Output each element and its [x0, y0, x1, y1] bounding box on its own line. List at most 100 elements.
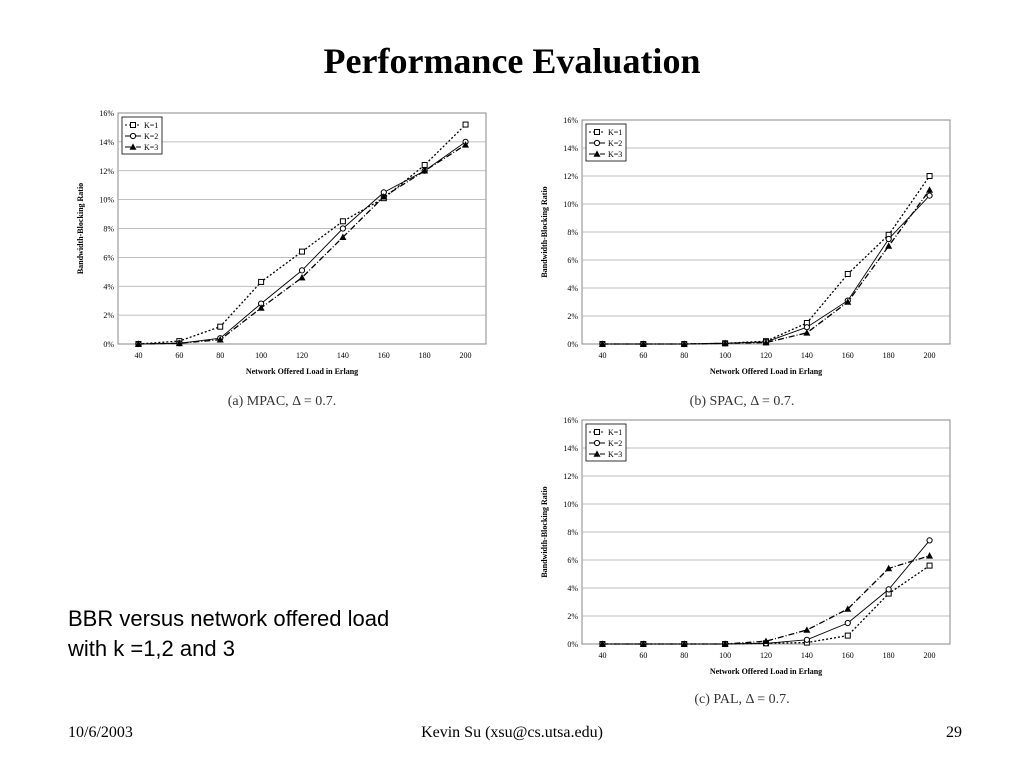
data-point: [844, 271, 851, 277]
legend-label: K=2: [608, 439, 622, 448]
x-tick-label: 80: [680, 651, 688, 660]
x-tick-label: 40: [598, 351, 606, 360]
data-point: [926, 537, 933, 544]
chart-mpac: 0% 2% 4% 6% 8% 10% 12% 14% 16% 40 60 80 100 120 140 160…: [76, 109, 487, 376]
x-tick-label: 140: [801, 351, 813, 360]
data-point: [680, 640, 688, 647]
x-tick-label: 160: [842, 351, 854, 360]
x-tick-label: 100: [719, 351, 731, 360]
data-point: [298, 273, 306, 281]
x-tick-label: 60: [639, 351, 647, 360]
legend-marker: [129, 143, 137, 150]
y-tick-label: 6%: [567, 256, 578, 265]
y-tick-label: 12%: [563, 172, 578, 181]
data-point: [926, 186, 934, 193]
legend-marker: [593, 150, 601, 157]
x-tick-label: 160: [842, 651, 854, 660]
data-point: [258, 278, 265, 285]
caption-mpac: (a) MPAC, Δ = 0.7.: [227, 394, 337, 409]
x-tick-label: 60: [175, 351, 183, 360]
data-point: [421, 167, 429, 174]
y-axis-label: Bandwidth-Blocking Ratio: [540, 486, 549, 577]
x-tick-label: 120: [296, 351, 308, 360]
legend-marker: [593, 439, 601, 447]
body-text: BBR versus network offered load with k =…: [68, 604, 488, 664]
data-point: [175, 339, 183, 347]
x-tick-label: 180: [883, 651, 895, 660]
data-point: [339, 218, 346, 225]
body-line-2: with k =1,2 and 3: [68, 636, 235, 661]
data-point: [680, 340, 688, 347]
data-point: [462, 141, 470, 148]
legend-label: K=2: [608, 139, 622, 148]
y-tick-label: 8%: [567, 228, 578, 237]
y-tick-label: 2%: [567, 612, 578, 621]
caption-pal: (c) PAL, Δ = 0.7.: [694, 692, 790, 707]
y-tick-label: 0%: [567, 340, 578, 349]
y-tick-label: 16%: [563, 116, 578, 125]
y-tick-label: 14%: [99, 138, 114, 147]
chart-pal: 0% 2% 4% 6% 8% 10% 12% 14% 16% 40 60 80 100 120 140 160…: [540, 416, 951, 676]
y-tick-label: 8%: [567, 528, 578, 537]
data-point: [762, 637, 770, 644]
x-tick-label: 140: [801, 651, 813, 660]
data-point: [639, 340, 647, 347]
x-tick-label: 120: [760, 351, 772, 360]
x-tick-label: 60: [639, 651, 647, 660]
y-tick-label: 4%: [567, 584, 578, 593]
x-tick-label: 160: [378, 351, 390, 360]
chart-spac: 0% 2% 4% 6% 8% 10% 12% 14% 16% 40 60 80 100 120 140 160…: [540, 116, 951, 376]
legend-label: K=1: [608, 428, 622, 437]
series-line-k3: [602, 555, 930, 645]
footer-date: 10/6/2003: [68, 724, 133, 741]
y-tick-label: 4%: [103, 282, 114, 291]
legend-label: K=3: [144, 143, 158, 152]
x-tick-label: 200: [924, 651, 936, 660]
data-point: [803, 324, 810, 331]
data-point: [803, 626, 811, 633]
y-tick-label: 12%: [99, 167, 114, 176]
legend-label: K=3: [608, 450, 622, 459]
legend-label: K=3: [608, 150, 622, 159]
y-tick-label: 14%: [563, 144, 578, 153]
data-point: [885, 242, 893, 249]
y-tick-label: 6%: [567, 556, 578, 565]
x-tick-label: 40: [134, 351, 142, 360]
footer-author: Kevin Su (xsu@cs.utsa.edu): [421, 724, 603, 741]
x-axis-label: Network Offered Load in Erlang: [710, 667, 822, 676]
data-point: [598, 340, 606, 347]
data-point: [926, 173, 933, 179]
data-point: [844, 298, 852, 305]
data-point: [721, 640, 729, 647]
data-point: [803, 329, 811, 336]
x-tick-label: 200: [460, 351, 472, 360]
y-tick-label: 16%: [563, 416, 578, 425]
legend-label: K=2: [144, 132, 158, 141]
data-point: [421, 161, 428, 168]
series-line-k1: [138, 124, 467, 345]
y-tick-label: 16%: [99, 109, 114, 118]
legend-marker: [594, 429, 600, 435]
data-point: [257, 304, 265, 311]
series-line-k1: [602, 565, 930, 645]
data-point: [134, 340, 142, 347]
y-tick-label: 10%: [563, 200, 578, 209]
data-point: [926, 562, 933, 569]
data-point: [598, 640, 606, 647]
data-point: [885, 235, 892, 243]
legend-marker: [129, 132, 137, 140]
x-tick-label: 100: [255, 351, 267, 360]
footer-page: 29: [946, 724, 962, 741]
data-point: [885, 564, 893, 572]
data-point: [844, 605, 852, 612]
body-line-1: BBR versus network offered load: [68, 606, 390, 631]
x-tick-label: 180: [419, 351, 431, 360]
data-point: [380, 193, 388, 200]
y-tick-label: 14%: [563, 444, 578, 453]
x-tick-label: 180: [883, 351, 895, 360]
data-point: [803, 636, 810, 643]
y-tick-label: 6%: [103, 253, 114, 262]
data-point: [217, 323, 224, 330]
y-tick-label: 8%: [103, 225, 114, 234]
data-point: [216, 336, 224, 343]
